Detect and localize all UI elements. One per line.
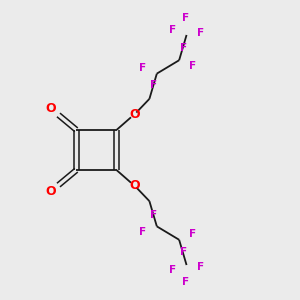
- Text: O: O: [46, 103, 56, 116]
- Text: F: F: [150, 80, 158, 90]
- Text: F: F: [139, 227, 146, 237]
- Text: F: F: [197, 28, 204, 38]
- Text: O: O: [46, 184, 56, 197]
- Text: F: F: [139, 63, 146, 73]
- Text: F: F: [182, 277, 189, 287]
- Text: F: F: [180, 43, 187, 53]
- Text: F: F: [180, 247, 187, 257]
- Text: F: F: [197, 262, 204, 272]
- Text: O: O: [129, 179, 140, 192]
- Text: F: F: [169, 25, 176, 34]
- Text: O: O: [129, 108, 140, 121]
- Text: F: F: [150, 210, 158, 220]
- Text: F: F: [189, 61, 196, 70]
- Text: F: F: [169, 266, 176, 275]
- Text: F: F: [182, 13, 189, 23]
- Text: F: F: [189, 230, 196, 239]
